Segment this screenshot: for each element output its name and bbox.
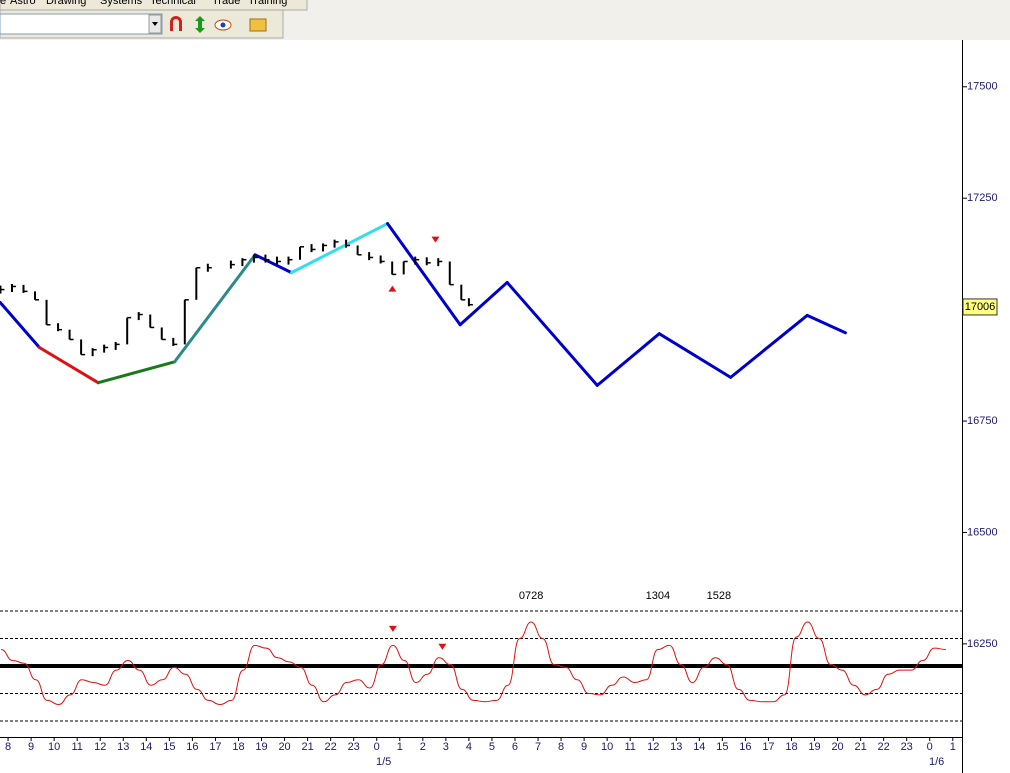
swing-segment [289, 222, 390, 275]
swing-segment [458, 280, 509, 327]
dropdown-arrow [152, 22, 158, 26]
swing-segment [37, 346, 100, 385]
x-tick-label: 9 [581, 741, 587, 753]
cycle-annotation: 1304 [646, 590, 670, 602]
x-tick-label: 11 [624, 741, 635, 753]
x-tick-label: 10 [601, 741, 613, 753]
swing-segment [729, 313, 809, 379]
x-tick-label: 6 [512, 741, 518, 753]
cycle-annotation: 0728 [519, 590, 543, 602]
x-tick-label: 1 [950, 741, 956, 753]
swing-segment [96, 360, 177, 385]
x-tick-label: 8 [5, 741, 11, 753]
menu-item[interactable]: Technical [150, 0, 196, 7]
swing-segment [505, 280, 599, 387]
x-tick-label: 10 [48, 741, 60, 753]
move-icon[interactable] [195, 16, 205, 33]
x-tick-label: 21 [301, 741, 313, 753]
menu-item[interactable]: Drawing [46, 0, 86, 7]
x-tick-label: 12 [647, 741, 659, 753]
x-tick-label: 12 [94, 741, 106, 753]
folder-icon[interactable] [249, 18, 267, 32]
signal-arrow [431, 236, 440, 243]
symbol-dropdown[interactable] [0, 13, 163, 35]
cycle-annotation: 1528 [707, 590, 731, 602]
x-tick-label: 17 [209, 741, 221, 753]
last-price-label: 17006 [965, 301, 996, 313]
x-tick-label: 0 [374, 741, 380, 753]
swing-segment [657, 332, 733, 379]
x-tick-label: 22 [325, 741, 337, 753]
swing-segment [0, 300, 41, 349]
x-tick-label: 14 [140, 741, 152, 753]
x-tick-label: 2 [420, 741, 426, 753]
chart-area [0, 40, 962, 737]
x-tick-label: 1 [397, 741, 403, 753]
x-tick-label: 16 [739, 741, 751, 753]
swing-segment [253, 253, 293, 275]
x-tick-label: 20 [831, 741, 843, 753]
x-tick-label: 4 [466, 741, 472, 753]
x-tick-label: 7 [535, 741, 541, 753]
x-tick-label: 19 [255, 741, 267, 753]
oscillator-arrow [388, 625, 397, 632]
magnet-icon[interactable] [170, 16, 182, 31]
x-tick-label: 18 [785, 741, 797, 753]
menu-item[interactable]: Training [248, 0, 287, 7]
x-tick-label: 19 [808, 741, 820, 753]
x-tick-label: 22 [878, 741, 890, 753]
x-tick-label: 8 [558, 741, 564, 753]
swing-segment [173, 253, 257, 364]
x-tick-label: 5 [489, 741, 495, 753]
x-tick-label: 9 [28, 741, 34, 753]
x-tick-label: 20 [278, 741, 290, 753]
last-price-box [962, 298, 998, 316]
x-tick-label: 13 [670, 741, 682, 753]
x-tick-label: 16 [186, 741, 198, 753]
y-tick-label: 16250 [967, 638, 998, 650]
x-tick-label: 17 [762, 741, 774, 753]
y-tick-label: 17500 [967, 81, 998, 93]
x-tick-label: 0 [927, 741, 933, 753]
swing-segment [386, 222, 462, 327]
menu-item[interactable]: Systems [100, 0, 143, 7]
x-tick-label: 13 [117, 741, 129, 753]
eye-pupil [220, 22, 226, 28]
swing-segment [805, 313, 847, 335]
x-tick-label: 18 [232, 741, 244, 753]
oscillator-line [1, 621, 946, 706]
menu-item[interactable]: Trade [212, 0, 240, 7]
x-tick-label: 21 [854, 741, 866, 753]
oscillator-arrow [438, 643, 447, 650]
date-label: 1/6 [929, 756, 944, 768]
x-tick-label: 15 [716, 741, 728, 753]
x-tick-label: 23 [901, 741, 913, 753]
menu-item[interactable]: e [0, 0, 6, 7]
y-tick-label: 17250 [967, 192, 998, 204]
menu-item[interactable]: Astro [10, 0, 36, 7]
y-tick-label: 16500 [967, 526, 998, 538]
signal-arrow [388, 285, 397, 292]
x-tick-label: 14 [693, 741, 705, 753]
swing-segment [595, 332, 661, 387]
x-tick-label: 15 [163, 741, 175, 753]
date-label: 1/5 [376, 756, 391, 768]
x-tick-label: 11 [71, 741, 82, 753]
x-tick-label: 3 [443, 741, 449, 753]
y-tick-label: 16750 [967, 415, 998, 427]
x-tick-label: 23 [348, 741, 360, 753]
